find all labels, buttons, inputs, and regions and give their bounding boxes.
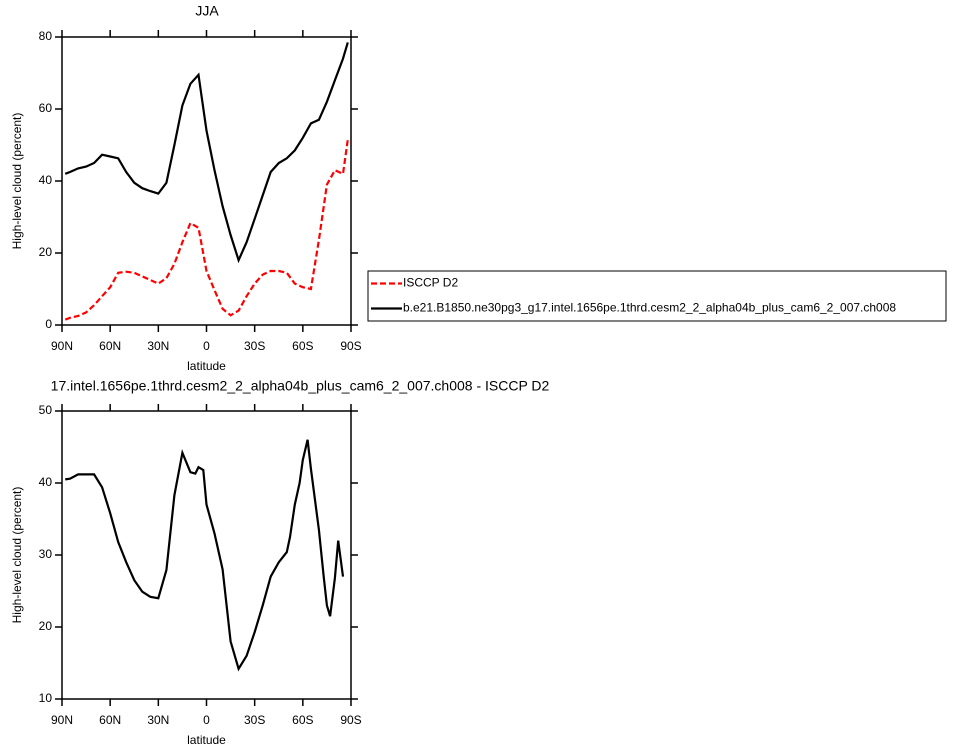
y-tick-label: 40 <box>39 173 53 187</box>
y-tick-label: 20 <box>39 245 53 259</box>
y-tick-label: 50 <box>39 403 53 417</box>
y-tick-label: 20 <box>39 619 53 633</box>
y-axis-label: High-level cloud (percent) <box>10 113 24 250</box>
x-axis-label: latitude <box>187 733 226 747</box>
legend-label: b.e21.B1850.ne30pg3_g17.intel.1656pe.1th… <box>403 301 896 315</box>
x-tick-label: 60N <box>99 713 121 727</box>
chart-title: JJA <box>195 3 219 19</box>
data-line <box>64 139 349 321</box>
plot-frame <box>61 410 352 700</box>
x-tick-label: 90S <box>340 713 361 727</box>
data-line <box>64 42 349 264</box>
chart-title: 17.intel.1656pe.1thrd.cesm2_2_alpha04b_p… <box>51 378 550 394</box>
y-tick-label: 80 <box>39 29 53 43</box>
data-line <box>65 439 345 672</box>
x-tick-label: 30N <box>147 713 169 727</box>
x-tick-label: 0 <box>203 713 210 727</box>
x-tick-label: 90S <box>340 339 361 353</box>
y-tick-label: 60 <box>39 101 53 115</box>
x-axis-label: latitude <box>187 359 226 373</box>
x-tick-label: 30S <box>244 713 265 727</box>
legend-box <box>367 270 947 322</box>
plot-frame <box>61 36 352 326</box>
y-tick-label: 40 <box>39 475 53 489</box>
y-tick-label: 30 <box>39 547 53 561</box>
y-axis-label: High-level cloud (percent) <box>10 487 24 624</box>
x-tick-label: 0 <box>203 339 210 353</box>
x-tick-label: 60N <box>99 339 121 353</box>
y-tick-label: 0 <box>45 317 52 331</box>
x-tick-label: 90N <box>51 339 73 353</box>
x-tick-label: 90N <box>51 713 73 727</box>
legend-label: ISCCP D2 <box>403 276 458 290</box>
x-tick-label: 60S <box>292 339 313 353</box>
y-tick-label: 10 <box>39 691 53 705</box>
x-tick-label: 30S <box>244 339 265 353</box>
x-tick-label: 60S <box>292 713 313 727</box>
x-tick-label: 30N <box>147 339 169 353</box>
